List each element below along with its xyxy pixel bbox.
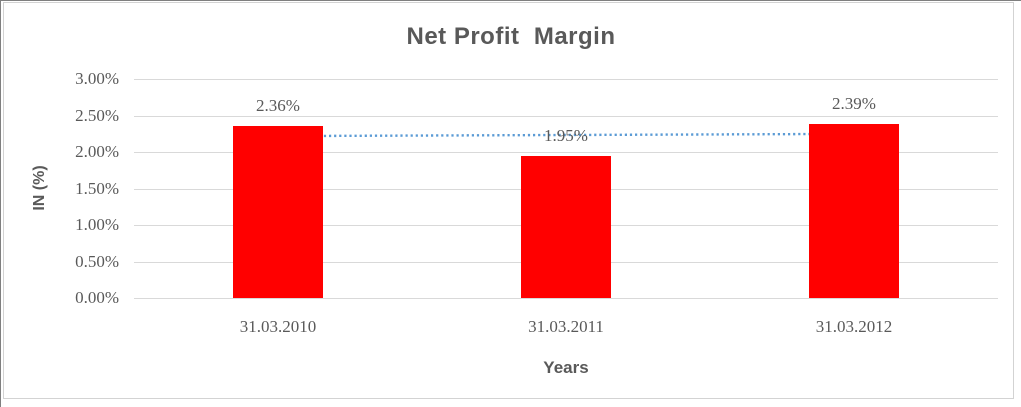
y-tick-label: 2.00% bbox=[75, 142, 119, 161]
y-axis-ticks: 0.00% 0.50% 1.00% 1.50% 2.00% 2.50% 3.00% bbox=[51, 69, 119, 307]
y-axis-title: IN (%) bbox=[31, 165, 48, 211]
y-tick-label: 0.50% bbox=[75, 251, 119, 271]
data-label: 2.36% bbox=[256, 95, 300, 115]
gridline bbox=[134, 298, 998, 299]
plot-area[interactable]: 2.36% 31.03.2010 1.95% 31.03.2011 2.39% 31.03… bbox=[134, 79, 998, 336]
gridline bbox=[134, 115, 998, 117]
x-tick-label: 31.03.2011 bbox=[528, 317, 604, 336]
x-tick-label: 31.03.2010 bbox=[239, 317, 317, 336]
y-tick-label: 3.00% bbox=[75, 69, 119, 88]
gridline bbox=[134, 79, 998, 80]
data-label: 2.39% bbox=[832, 93, 876, 113]
y-tick-label: 0.00% bbox=[75, 288, 119, 307]
chart-title: Net Profit Margin bbox=[406, 23, 616, 50]
gridline bbox=[134, 152, 998, 153]
y-tick-label: 2.50% bbox=[75, 105, 119, 125]
bar-31.03.2012[interactable] bbox=[809, 123, 899, 298]
x-tick-label: 31.03.2012 bbox=[815, 317, 893, 336]
y-tick-label: 1.00% bbox=[75, 215, 119, 234]
x-axis-title: Years bbox=[543, 358, 589, 377]
y-tick-label: 1.50% bbox=[75, 178, 119, 198]
bar-31.03.2011[interactable] bbox=[521, 155, 611, 298]
bar-31.03.2010[interactable] bbox=[233, 125, 323, 298]
data-label: 1.95% bbox=[544, 125, 588, 145]
trendline[interactable] bbox=[277, 132, 855, 138]
trendline-layer bbox=[277, 132, 855, 138]
